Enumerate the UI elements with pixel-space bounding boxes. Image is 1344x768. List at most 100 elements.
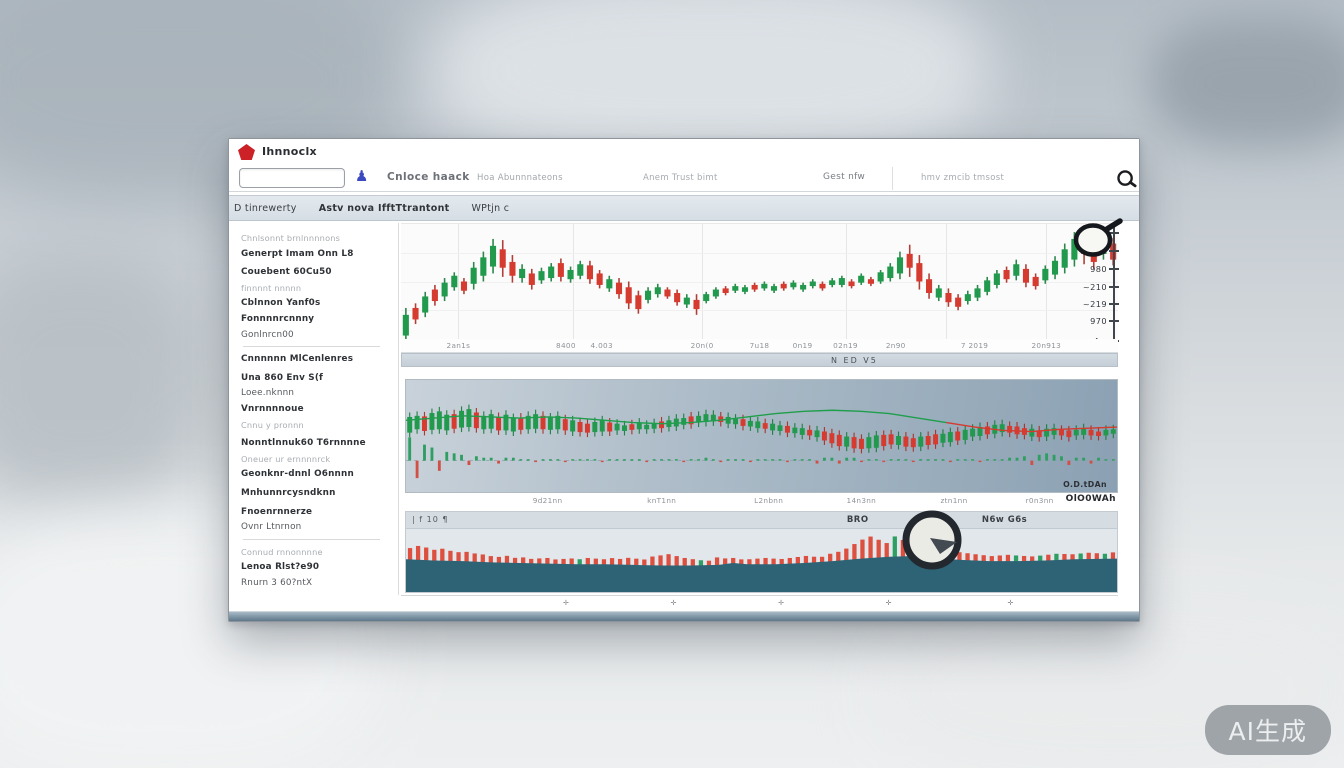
- volume-chart[interactable]: [406, 529, 1117, 592]
- overview-x-axis: OlO0WAh 9d21nn knT1nn L2nbnn 14n3nn ztn1nn r0…: [405, 493, 1118, 507]
- price-axis-tick: [1109, 268, 1119, 270]
- price-axis-tick: [1109, 232, 1119, 234]
- sidebar-item[interactable]: Connud rnnonnnne: [241, 546, 323, 557]
- sidebar-item[interactable]: Cnnu y pronnn: [241, 419, 304, 430]
- overview-chart[interactable]: O.D.tDAn: [405, 379, 1118, 493]
- search-input[interactable]: [239, 168, 345, 188]
- header-center-label: Anem Trust bimt: [643, 173, 718, 183]
- nav-item[interactable]: WPtjn c: [471, 202, 510, 214]
- main-chart-x-axis: 2an1s 8400 4.003 20n(0 7u18 0n19 02n19 2n90 7 20…: [401, 339, 1118, 353]
- price-axis-label: ~219: [1082, 299, 1107, 309]
- scroll-tick: ✛: [778, 599, 784, 607]
- chart-column: 920~240980~210~2199704.c 2an1s84004.0032…: [401, 218, 1123, 611]
- main-content: Chnlsonnt brnlnnnnons Generpt Imam Onn L8…: [229, 218, 1139, 611]
- sidebar-item[interactable]: Fonnnnrcnnny: [241, 313, 315, 324]
- volume-header-label: BRO: [846, 515, 869, 525]
- price-axis-tick: [1109, 303, 1119, 305]
- sidebar-divider: [243, 346, 380, 348]
- clock-dial-icon[interactable]: [900, 508, 964, 572]
- overview-axis-label: 9d21nn: [532, 496, 563, 505]
- title-bar: Ihnnoclx: [229, 139, 1139, 165]
- sidebar-item[interactable]: Oneuer ur ernnnnrck: [241, 453, 331, 464]
- sidebar-item[interactable]: Vnrnnnnoue: [241, 403, 304, 414]
- magnifier-icon[interactable]: [1069, 215, 1125, 259]
- sidebar-item[interactable]: Rnurn 3 60?ntX: [241, 577, 313, 588]
- bottom-ticks-strip: ✛ ✛ ✛ ✛ ✛: [401, 595, 1118, 611]
- background-blur-shape: [1150, 18, 1344, 148]
- sidebar-item[interactable]: Generpt Imam Onn L8: [241, 248, 354, 259]
- sidebar-item[interactable]: Lenoa Rlst?e90: [241, 562, 320, 573]
- price-axis-tick: [1109, 250, 1119, 252]
- nav-item[interactable]: Astv nova IfftTtrantont: [318, 202, 450, 214]
- search-icon[interactable]: [1115, 168, 1137, 190]
- volume-header-label: N6w G6s: [981, 515, 1028, 525]
- brand-logo-icon: [238, 144, 255, 160]
- overview-axis-label: r0n3nn: [1025, 496, 1054, 505]
- main-candlestick-chart[interactable]: 920~240980~210~2199704.c: [401, 223, 1119, 354]
- sidebar-item[interactable]: Chnlsonnt brnlnnnnons: [241, 233, 341, 243]
- ai-generated-watermark: AI生成: [1204, 705, 1331, 755]
- sidebar-item[interactable]: Nonntlnnuk60 T6rnnnne: [241, 438, 366, 449]
- scroll-tick: ✛: [670, 599, 677, 607]
- sidebar-item[interactable]: Ovnr Ltnrnon: [241, 522, 302, 533]
- sidebar-item[interactable]: Couebent 60Cu50: [241, 267, 332, 278]
- overview-axis-label: knT1nn: [647, 496, 677, 505]
- chart-divider-toolbar[interactable]: N ED V5: [401, 353, 1118, 367]
- header-secondary-label[interactable]: Hoa Abunnnateons: [477, 173, 563, 183]
- price-axis-label: ~210: [1082, 282, 1107, 292]
- volume-panel: | f 10 ¶ BRO N6w G6s: [405, 508, 1118, 593]
- scroll-tick: ✛: [1007, 599, 1014, 607]
- price-axis-label: 980: [1090, 264, 1107, 274]
- header-toolbar: ♟ Cnloce haack Hoa Abunnnateons Anem Tru…: [229, 165, 1139, 192]
- time-axis-label: 02n19: [833, 341, 858, 350]
- header-divider: [892, 167, 893, 190]
- overview-axis-label: L2nbnn: [754, 496, 784, 505]
- time-axis-label: 7 2019: [960, 341, 989, 350]
- app-window: Ihnnoclx ♟ Cnloce haack Hoa Abunnnateons…: [228, 138, 1140, 622]
- time-axis-label: 0n19: [792, 341, 813, 350]
- price-axis-tick: [1109, 286, 1119, 288]
- price-axis-label: 970: [1090, 316, 1107, 326]
- volume-panel-header: | f 10 ¶ BRO N6w G6s: [406, 512, 1117, 529]
- nav-item[interactable]: D tinrewerty: [234, 202, 297, 214]
- header-primary-label[interactable]: Cnloce haack: [387, 171, 470, 183]
- toolbar-label: N ED V5: [831, 356, 878, 365]
- overview-right-label: OlO0WAh: [1065, 494, 1116, 504]
- secondary-search-placeholder[interactable]: hmv zmcib tmsost: [921, 173, 1005, 183]
- sidebar-item[interactable]: Cnnnnnn MlCenlenres: [241, 354, 354, 365]
- time-axis-label: 7u18: [749, 341, 770, 350]
- time-axis-label: 4.003: [590, 341, 613, 350]
- price-axis-tick: [1109, 320, 1119, 322]
- time-axis-label: 20n(0: [690, 341, 714, 350]
- sidebar-item[interactable]: finnnnt nnnnn: [241, 282, 302, 293]
- time-axis-label: 2n90: [885, 341, 906, 350]
- scroll-tick: ✛: [562, 599, 569, 607]
- nav-bar: D tinrewerty Astv nova IfftTtrantont WPtjn…: [229, 195, 1139, 221]
- window-bottom-bar[interactable]: [229, 611, 1139, 621]
- sidebar-item[interactable]: Mnhunnrcysndknn: [241, 487, 336, 498]
- overview-axis-label: 14n3nn: [846, 496, 877, 505]
- sidebar-item[interactable]: Gonlnrcn00: [241, 329, 294, 340]
- sidebar-divider: [243, 538, 380, 540]
- gridline: [401, 281, 1118, 283]
- gridline: [401, 310, 1118, 312]
- sidebar-item[interactable]: Una 860 Env S(f: [241, 372, 324, 383]
- background-blur-shape: [0, 250, 210, 510]
- scroll-tick: ✛: [885, 599, 892, 607]
- sidebar-item[interactable]: Loee.nknnn: [241, 388, 295, 399]
- time-axis-label: 20n913: [1031, 341, 1062, 350]
- overview-axis-label: ztn1nn: [940, 496, 968, 505]
- indicator-sidebar: Chnlsonnt brnlnnnnons Generpt Imam Onn L8…: [241, 223, 399, 595]
- time-axis-label: 2an1s: [446, 341, 471, 350]
- sidebar-item[interactable]: Cblnnon Yanf0s: [241, 298, 321, 309]
- header-right-label[interactable]: Gest nfw: [823, 172, 866, 182]
- gridline: [401, 252, 1118, 254]
- sidebar-item[interactable]: Geonknr-dnnl O6nnnn: [241, 469, 354, 480]
- sidebar-item[interactable]: Fnoenrnnerze: [241, 506, 313, 517]
- time-axis-label: 8400: [556, 341, 576, 350]
- brand-name: Ihnnoclx: [262, 145, 317, 158]
- pawn-icon: ♟: [355, 167, 369, 185]
- overview-corner-label: O.D.tDAn: [1063, 480, 1107, 489]
- volume-tools-label[interactable]: | f 10 ¶: [412, 515, 449, 524]
- price-axis-line: [1113, 226, 1115, 354]
